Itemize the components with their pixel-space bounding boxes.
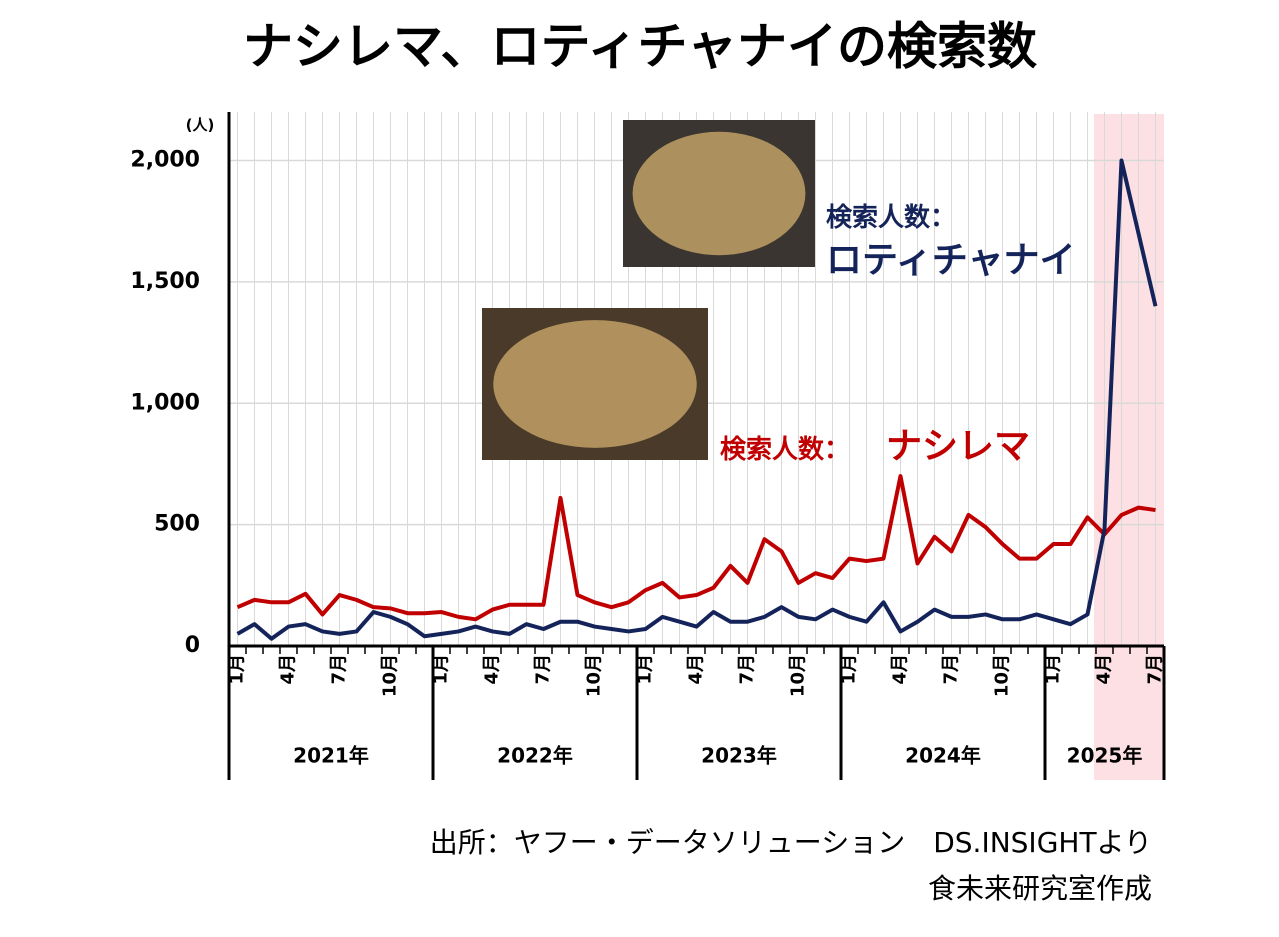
x-group-label: 2023年 — [701, 744, 777, 768]
x-tick-label: 4月 — [686, 654, 707, 685]
chart-title: ナシレマ、ロティチャナイの検索数 — [243, 18, 1037, 76]
x-tick-label: 7月 — [941, 654, 962, 685]
photo-plate — [493, 320, 697, 448]
x-group-label: 2025年 — [1067, 744, 1143, 768]
x-tick-label: 7月 — [533, 654, 554, 685]
x-tick-label: 10月 — [584, 654, 605, 697]
x-tick-label: 4月 — [278, 654, 299, 685]
y-tick-label: 1,500 — [130, 269, 200, 294]
x-group-label: 2021年 — [293, 744, 369, 768]
x-tick-label: 7月 — [329, 654, 350, 685]
annotation-prefix: 検索人数： — [720, 435, 850, 465]
x-tick-label: 10月 — [380, 654, 401, 697]
credit: 食未来研究室作成 — [928, 872, 1152, 905]
photo-plate — [632, 131, 806, 256]
line-series — [236, 158, 1158, 641]
x-group-label: 2022年 — [497, 744, 573, 768]
y-tick-label: 0 — [185, 633, 200, 658]
x-tick-label: 1月 — [635, 654, 656, 685]
y-unit: (人) — [186, 116, 215, 134]
x-tick-label: 10月 — [992, 654, 1013, 697]
line-series — [236, 474, 1156, 622]
x-tick-label: 4月 — [890, 654, 911, 685]
x-group-label: 2024年 — [905, 744, 981, 768]
y-tick-label: 2,000 — [130, 148, 200, 173]
x-tick-label: 10月 — [788, 654, 809, 697]
x-tick-label: 1月 — [227, 654, 248, 685]
x-tick-label: 1月 — [1043, 654, 1064, 685]
annotation-prefix: 検索人数： — [826, 203, 956, 233]
annotation-name: ナシレマ — [886, 426, 1030, 467]
y-tick-label: 500 — [154, 512, 200, 537]
x-tick-label: 1月 — [839, 654, 860, 685]
y-tick-label: 1,000 — [130, 390, 200, 415]
x-tick-label: 7月 — [737, 654, 758, 685]
x-tick-label: 4月 — [482, 654, 503, 685]
source: 出所：ヤフー・データソリューション DS.INSIGHTより — [430, 826, 1152, 859]
x-tick-label: 1月 — [431, 654, 452, 685]
highlight — [1094, 114, 1164, 780]
annotation-name: ロティチャナイ — [826, 240, 1075, 281]
x-tick-label: 4月 — [1094, 654, 1115, 685]
x-tick-label: 7月 — [1145, 654, 1166, 685]
